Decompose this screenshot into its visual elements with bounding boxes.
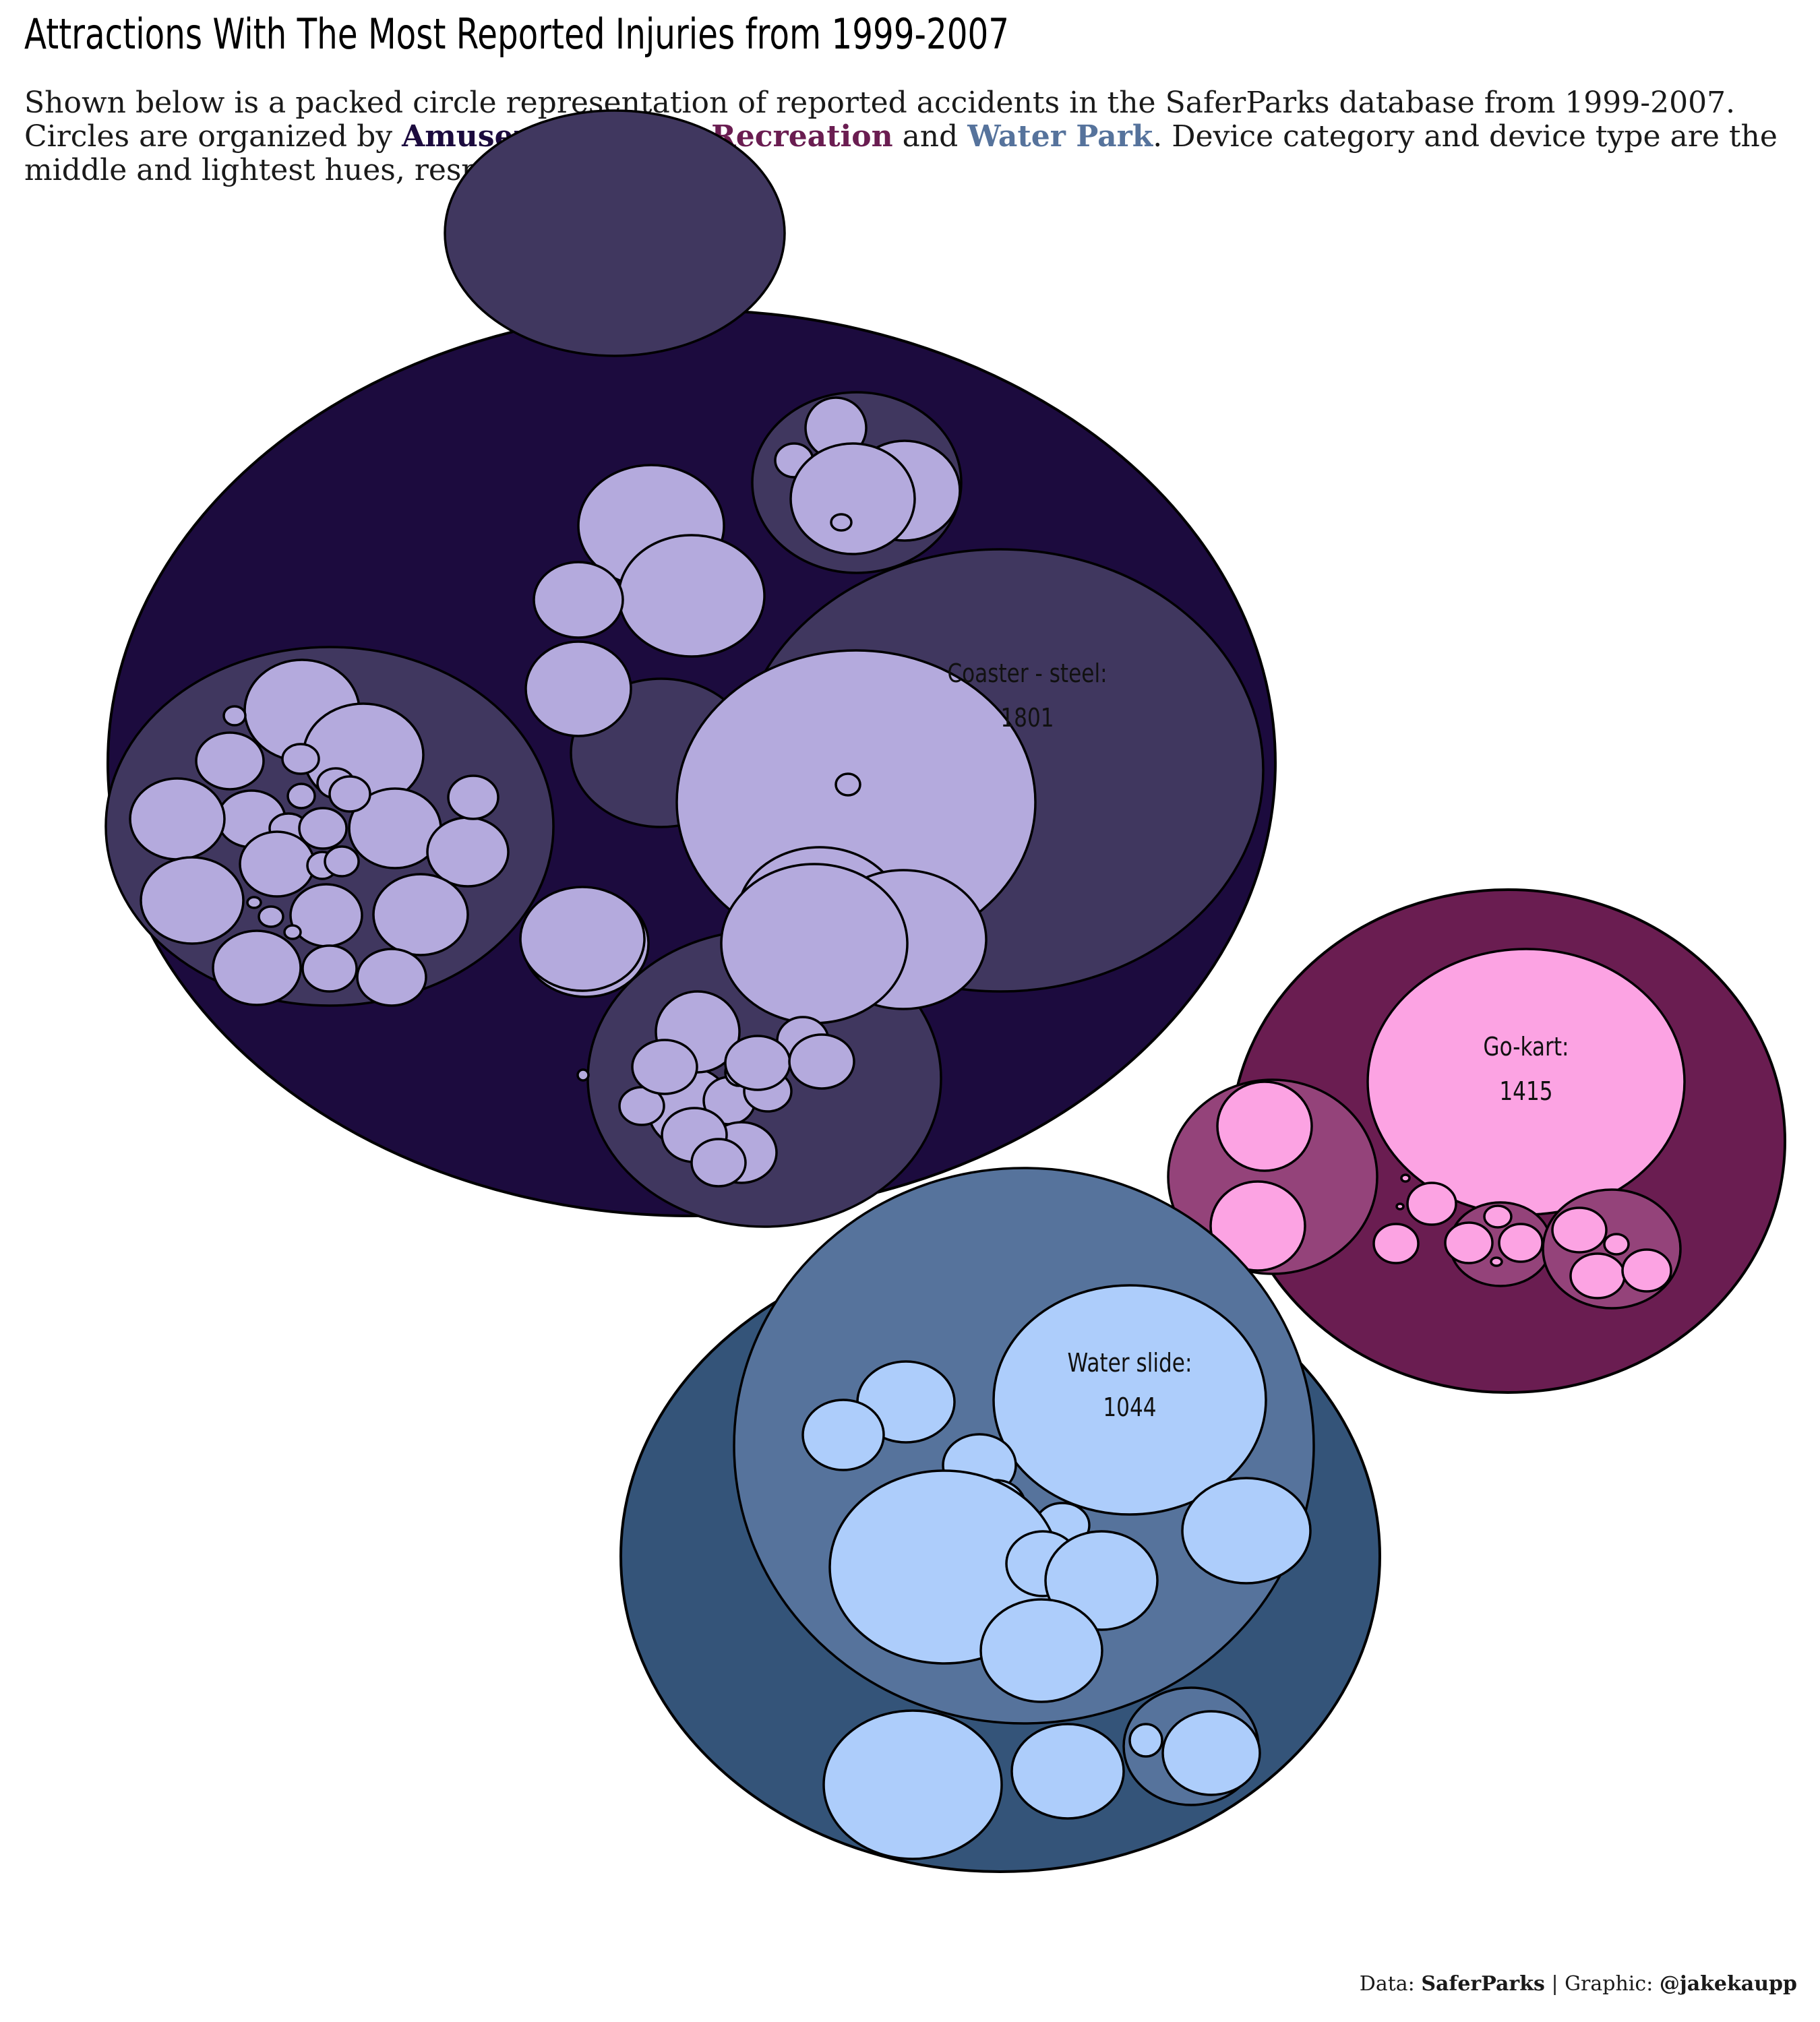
amusement-type-circle bbox=[222, 705, 247, 727]
chart-caption: Data: SaferParks | Graphic: @jakekaupp bbox=[1360, 1972, 1797, 1996]
amusement-type-circle bbox=[631, 1039, 698, 1095]
recreation-type-circle bbox=[1551, 1206, 1608, 1254]
amusement-type-circle bbox=[372, 873, 469, 956]
coaster-steel-label-value: 1801 bbox=[1000, 704, 1054, 733]
amusement-type-circle bbox=[524, 640, 632, 737]
subtitle-sep2: and bbox=[892, 119, 968, 154]
amusement-type-circle bbox=[301, 944, 358, 993]
amusement-type-circle bbox=[129, 777, 226, 861]
water-slide-label: Water slide: 1044 bbox=[1068, 1349, 1192, 1423]
recreation-type-circle bbox=[1498, 1223, 1544, 1263]
amusement-type-circle bbox=[830, 513, 853, 532]
amusement-type-circle bbox=[788, 1033, 855, 1090]
amusement-type-circle bbox=[533, 561, 624, 639]
amusement-type-circle bbox=[720, 863, 909, 1024]
recreation-type-circle bbox=[1569, 1252, 1626, 1299]
amusement-type-circle bbox=[789, 442, 916, 555]
label-layer: Coaster - steel: 1801 Go-kart: 1415 Water sl… bbox=[947, 659, 1569, 1423]
water-type-circle bbox=[1181, 1477, 1312, 1585]
subtitle-line1: Shown below is a packed circle represent… bbox=[24, 86, 1736, 120]
subtitle-line2-pre: Circles are organized by bbox=[24, 119, 402, 154]
coaster-steel-label-name: Coaster - steel: bbox=[947, 659, 1107, 689]
amusement-type-circle bbox=[286, 783, 316, 809]
amusement-type-circle bbox=[617, 534, 766, 658]
amusement-category-circle bbox=[444, 109, 786, 357]
amusement-type-circle bbox=[724, 1035, 791, 1091]
caption-author: @jakekaupp bbox=[1659, 1972, 1797, 1996]
amusement-type-circle bbox=[835, 772, 861, 797]
water-type-circle bbox=[822, 1709, 1003, 1860]
water-type-circle bbox=[992, 1284, 1267, 1516]
water-type-circle bbox=[979, 1598, 1103, 1703]
legend-recreation: Recreation bbox=[711, 119, 893, 154]
amusement-type-circle bbox=[281, 743, 320, 775]
amusement-type-circle bbox=[324, 845, 360, 878]
water-type-circle bbox=[801, 1399, 885, 1471]
recreation-type-circle bbox=[1621, 1248, 1672, 1293]
legend-water-park: Water Park bbox=[967, 119, 1153, 154]
amusement-type-circle bbox=[519, 886, 646, 992]
go-kart-label-value: 1415 bbox=[1499, 1077, 1552, 1107]
amusement-type-circle bbox=[690, 1138, 747, 1188]
recreation-type-circle bbox=[1209, 1180, 1306, 1272]
recreation-type-circle bbox=[1483, 1204, 1513, 1229]
coaster-steel-label: Coaster - steel: 1801 bbox=[947, 659, 1107, 733]
recreation-type-circle bbox=[1603, 1233, 1630, 1256]
go-kart-label: Go-kart: 1415 bbox=[1483, 1033, 1569, 1107]
water-type-circle bbox=[1044, 1530, 1159, 1631]
amusement-type-circle bbox=[576, 1068, 590, 1082]
amusement-type-circle bbox=[447, 774, 499, 820]
amusement-type-circle bbox=[356, 948, 427, 1007]
water-slide-label-name: Water slide: bbox=[1068, 1349, 1192, 1378]
amusement-type-circle bbox=[283, 924, 302, 940]
recreation-type-circle bbox=[1395, 1202, 1405, 1211]
circle-layer bbox=[104, 109, 1786, 1873]
caption-graphic-prefix: | Graphic: bbox=[1544, 1972, 1660, 1996]
amusement-type-circle bbox=[328, 775, 371, 813]
amusement-type-circle bbox=[426, 816, 510, 888]
water-slide-label-value: 1044 bbox=[1103, 1393, 1156, 1423]
water-type-circle bbox=[1161, 1710, 1261, 1796]
recreation-type-circle bbox=[1372, 1223, 1420, 1264]
amusement-type-circle bbox=[239, 830, 315, 898]
recreation-type-circle bbox=[1216, 1080, 1313, 1172]
recreation-type-circle bbox=[1400, 1173, 1411, 1183]
amusement-type-circle bbox=[257, 905, 284, 928]
water-type-circle bbox=[1010, 1723, 1125, 1820]
recreation-type-circle bbox=[1444, 1221, 1494, 1264]
amusement-type-circle bbox=[246, 896, 262, 909]
subtitle-line2-post: . Device category and device type are th… bbox=[24, 119, 1778, 187]
caption-data-source: SaferParks bbox=[1421, 1972, 1545, 1996]
amusement-type-circle bbox=[195, 731, 265, 791]
caption-data-prefix: Data: bbox=[1359, 1972, 1422, 1996]
water-type-circle bbox=[1128, 1723, 1163, 1758]
amusement-type-circle bbox=[212, 929, 302, 1006]
recreation-type-circle bbox=[1406, 1182, 1457, 1226]
amusement-type-circle bbox=[289, 883, 363, 948]
go-kart-label-name: Go-kart: bbox=[1483, 1033, 1569, 1062]
amusement-type-circle bbox=[298, 807, 348, 850]
chart-title: Attractions With The Most Reported Injur… bbox=[24, 9, 1010, 59]
recreation-type-circle bbox=[1490, 1256, 1503, 1267]
amusement-type-circle bbox=[140, 856, 245, 945]
